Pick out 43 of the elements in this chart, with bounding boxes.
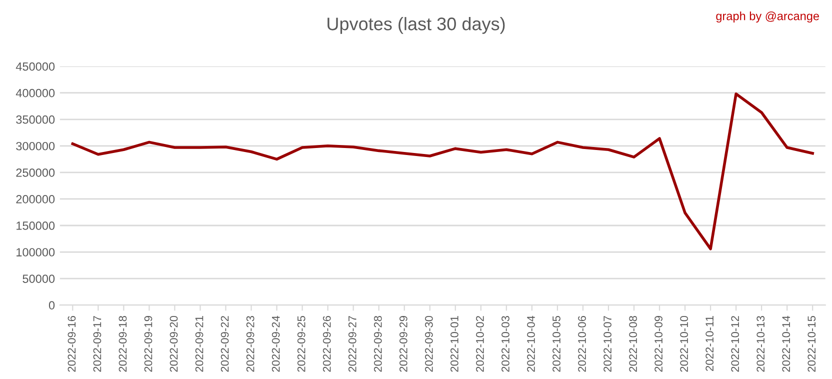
x-tick-label: 2022-10-07 (604, 316, 612, 372)
x-tick-label: 2022-10-01 (450, 316, 458, 372)
text: graph by @arcange (716, 12, 820, 23)
x-tick-label: 2022-09-23 (246, 316, 254, 372)
x-tick-label: 2022-10-09 (654, 316, 662, 372)
y-tick-label: 150000 (16, 222, 55, 230)
x-tick-label: 2022-09-19 (144, 316, 152, 372)
chart-title: Upvotes (last 30 days) (328, 17, 505, 34)
line-series (71, 92, 814, 250)
y-tick-label: 350000 (16, 115, 55, 124)
x-tick-label: 2022-09-27 (348, 316, 356, 372)
y-tick-label: 450000 (16, 62, 55, 71)
x-tick-label: 2022-10-11 (706, 316, 714, 371)
x-tick-label: 2022-09-26 (322, 316, 331, 372)
x-tick-label: 2022-09-25 (297, 316, 306, 372)
y-tick-label: 100000 (16, 248, 55, 256)
x-tick-label: 2022-09-17 (93, 316, 102, 372)
x-tick-label: 2022-10-08 (629, 316, 637, 372)
x-tick-label: 2022-09-29 (399, 316, 408, 372)
x-tick-label: 2022-10-06 (578, 316, 586, 372)
y-tick-label: 50000 (22, 274, 55, 283)
x-tick-label: 2022-09-24 (272, 316, 280, 372)
x-tick-label: 2022-09-22 (220, 316, 229, 372)
x-tick-label: 2022-09-20 (170, 316, 178, 372)
x-tick-label: 2022-10-05 (552, 316, 560, 372)
x-tick-label: 2022-10-13 (756, 316, 765, 372)
x-tick-label: 2022-10-10 (680, 316, 688, 372)
y-tick-label: 200000 (16, 195, 55, 204)
x-tick-label: 2022-09-30 (424, 316, 433, 372)
y-tick-label: 0 (48, 301, 55, 310)
x-tick-label: 2022-09-28 (374, 316, 382, 372)
x-tick-label: 2022-09-18 (118, 316, 127, 372)
x-tick-label: 2022-09-16 (68, 316, 76, 372)
x-tick-label: 2022-10-02 (476, 316, 484, 372)
y-tick-label: 400000 (16, 88, 55, 98)
y-tick-label: 300000 (16, 142, 55, 150)
x-tick-label: 2022-09-21 (195, 316, 204, 372)
y-tick-label: 250000 (16, 168, 55, 177)
x-tick-label: 2022-10-04 (527, 316, 535, 372)
x-tick-label: 2022-10-15 (808, 316, 816, 372)
x-tick-label: 2022-10-12 (731, 316, 740, 372)
x-tick-label: 2022-10-03 (502, 316, 510, 372)
x-tick-label: 2022-10-14 (782, 316, 790, 372)
